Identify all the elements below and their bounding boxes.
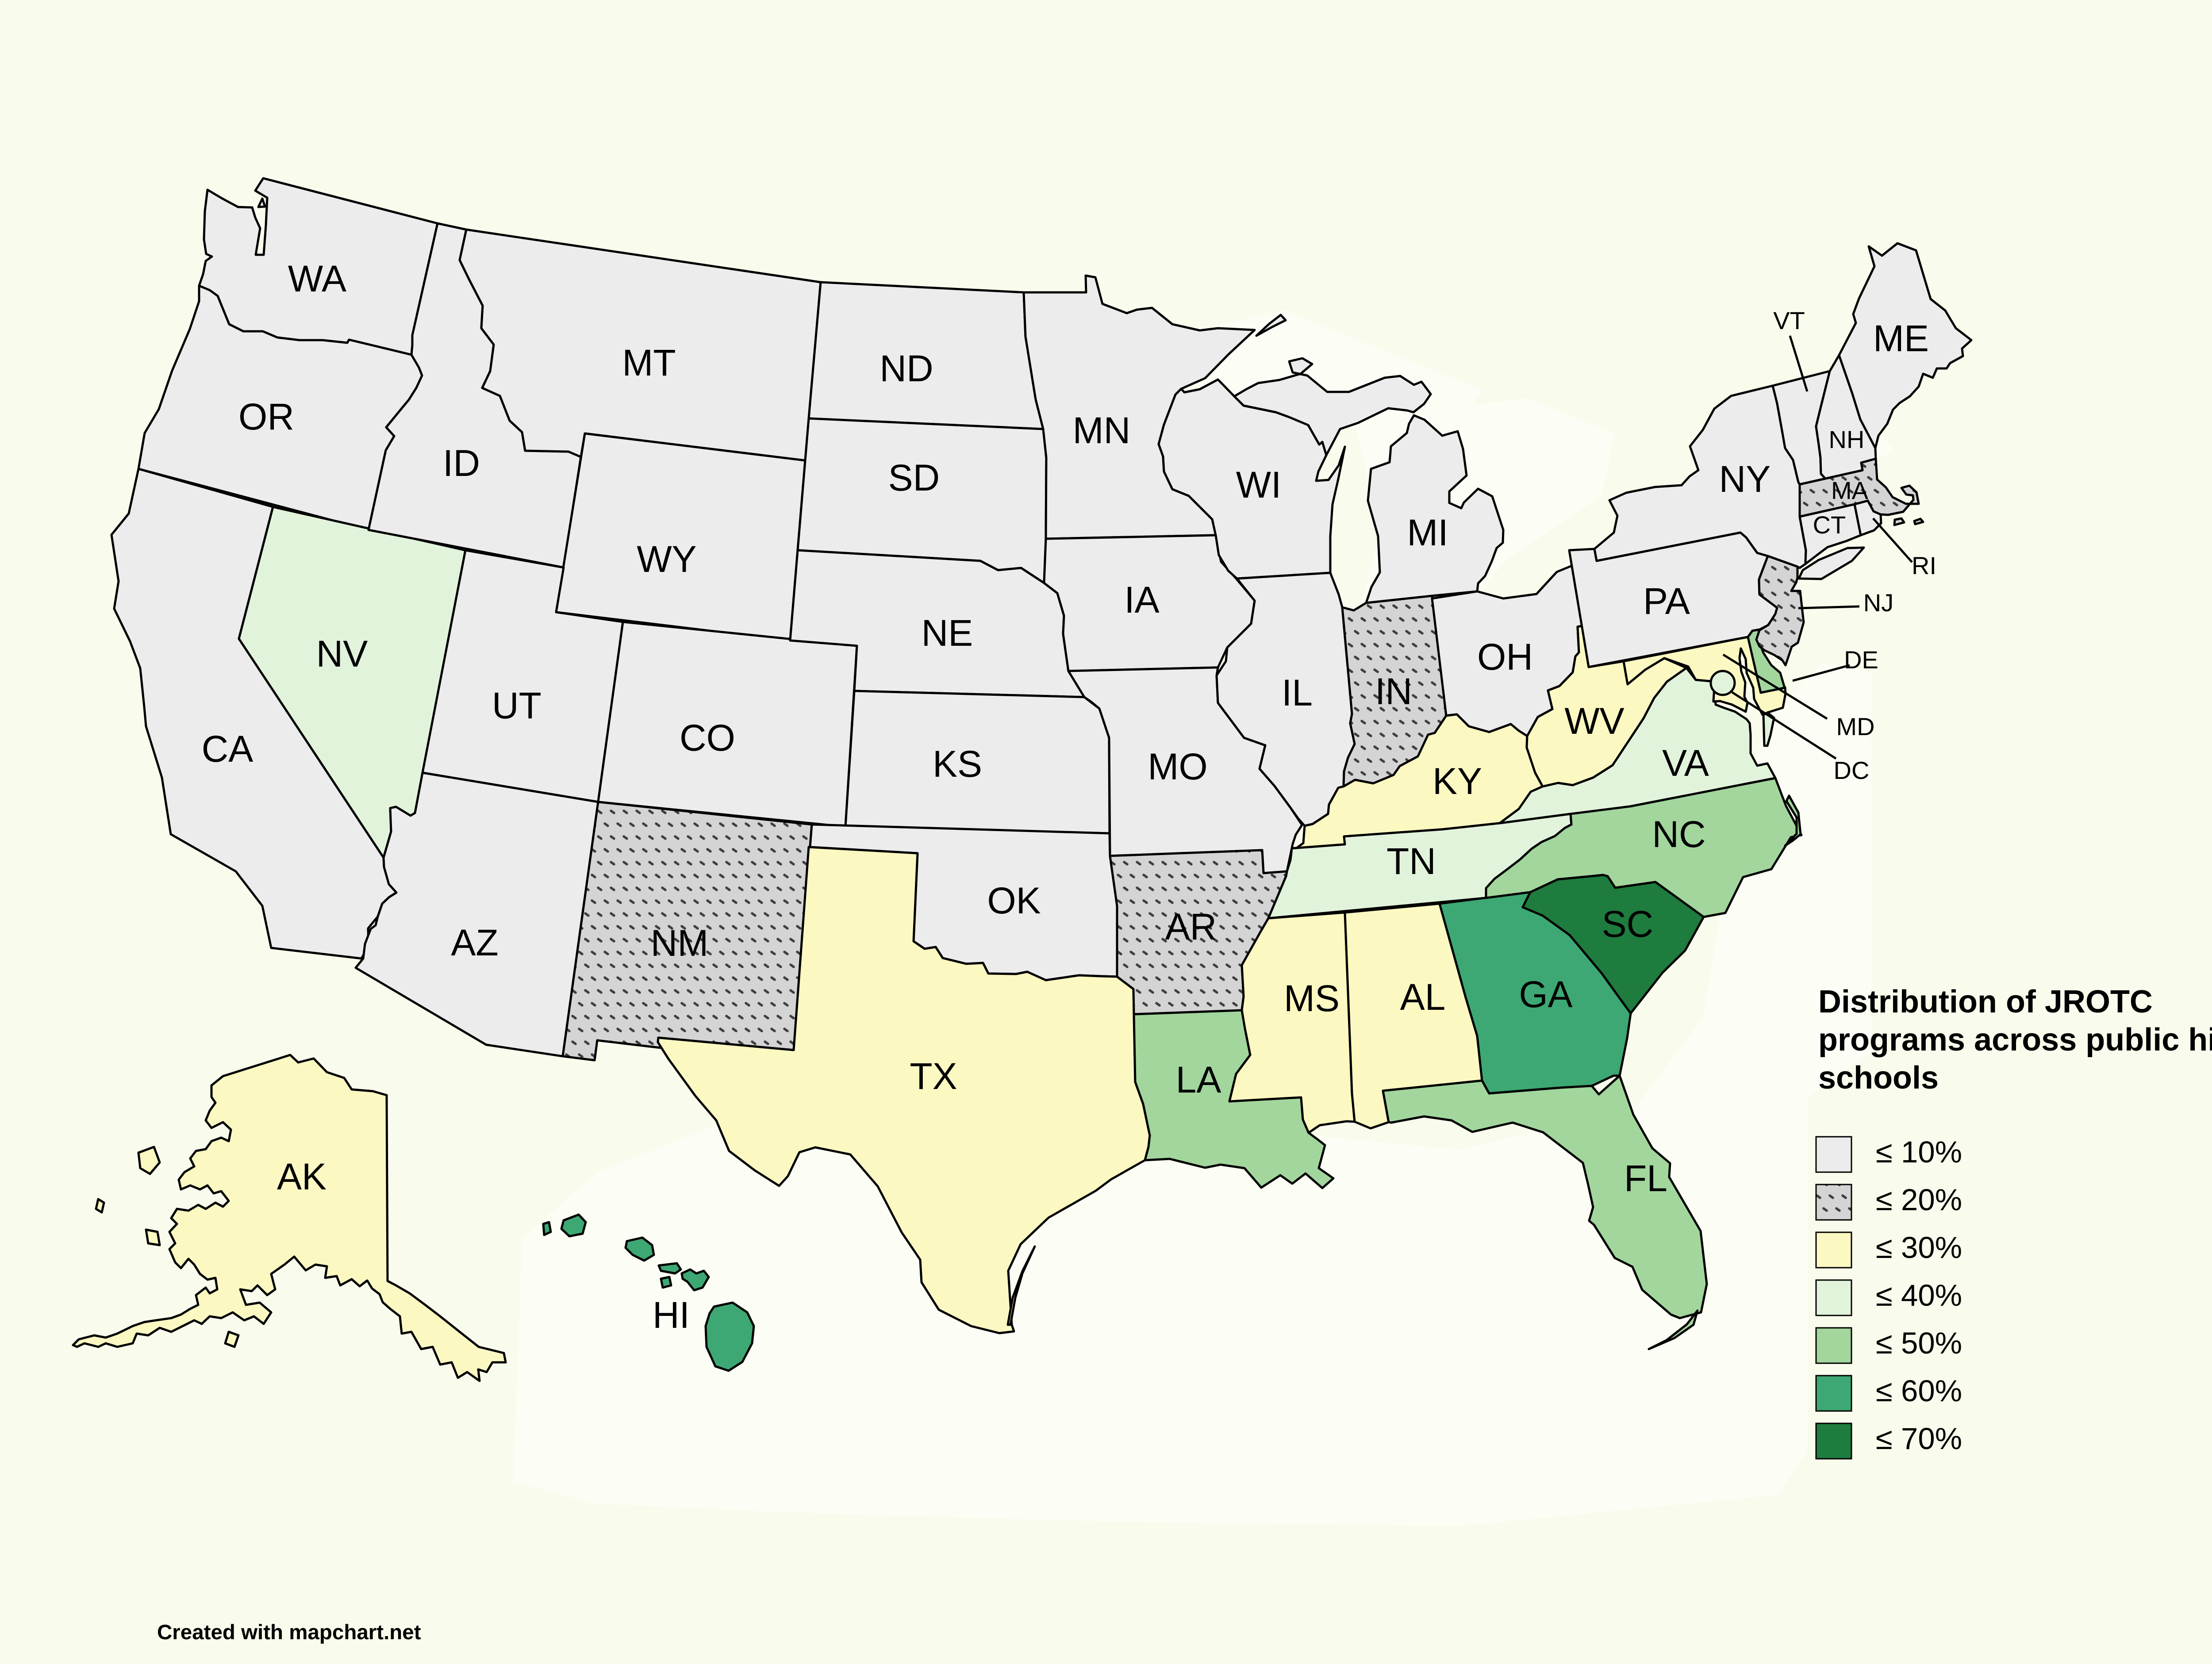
svg-text:IN: IN bbox=[1375, 671, 1412, 712]
svg-text:VT: VT bbox=[1773, 307, 1805, 334]
svg-text:KS: KS bbox=[933, 743, 982, 785]
svg-text:WA: WA bbox=[288, 258, 346, 299]
svg-text:NV: NV bbox=[316, 633, 368, 675]
svg-text:WY: WY bbox=[637, 538, 696, 580]
svg-text:≤ 30%: ≤ 30% bbox=[1876, 1231, 1962, 1265]
svg-text:SD: SD bbox=[888, 457, 940, 498]
svg-text:AR: AR bbox=[1165, 906, 1217, 947]
svg-text:MI: MI bbox=[1407, 512, 1448, 553]
svg-text:AL: AL bbox=[1400, 976, 1446, 1018]
svg-text:WI: WI bbox=[1236, 464, 1282, 506]
svg-text:≤ 10%: ≤ 10% bbox=[1876, 1135, 1962, 1169]
svg-text:programs across public high: programs across public high bbox=[1818, 1022, 2212, 1058]
svg-text:PA: PA bbox=[1643, 580, 1690, 622]
svg-text:FL: FL bbox=[1624, 1158, 1667, 1199]
svg-text:≤ 60%: ≤ 60% bbox=[1876, 1374, 1962, 1408]
svg-text:Created with mapchart.net: Created with mapchart.net bbox=[157, 1621, 421, 1644]
svg-text:MN: MN bbox=[1073, 410, 1131, 451]
svg-text:CT: CT bbox=[1813, 511, 1846, 539]
svg-text:LA: LA bbox=[1176, 1059, 1221, 1100]
svg-text:RI: RI bbox=[1912, 552, 1936, 579]
svg-text:NH: NH bbox=[1829, 426, 1865, 453]
svg-text:AK: AK bbox=[277, 1156, 326, 1197]
svg-text:TX: TX bbox=[910, 1055, 957, 1097]
svg-text:Distribution of JROTC: Distribution of JROTC bbox=[1818, 984, 2153, 1020]
svg-text:CA: CA bbox=[202, 728, 253, 770]
svg-text:NC: NC bbox=[1652, 813, 1705, 855]
svg-text:OR: OR bbox=[238, 396, 294, 437]
svg-text:NJ: NJ bbox=[1863, 589, 1893, 617]
svg-text:HI: HI bbox=[653, 1294, 690, 1336]
svg-text:NY: NY bbox=[1719, 458, 1771, 500]
svg-text:MO: MO bbox=[1148, 746, 1207, 787]
svg-text:MD: MD bbox=[1836, 713, 1874, 740]
svg-text:≤ 70%: ≤ 70% bbox=[1876, 1422, 1962, 1456]
svg-text:WV: WV bbox=[1564, 700, 1624, 742]
svg-text:MS: MS bbox=[1284, 978, 1340, 1019]
svg-text:IA: IA bbox=[1124, 579, 1159, 621]
svg-text:VA: VA bbox=[1662, 742, 1709, 784]
svg-text:ID: ID bbox=[443, 442, 480, 484]
svg-text:NE: NE bbox=[922, 612, 973, 654]
svg-text:KY: KY bbox=[1432, 760, 1482, 802]
svg-text:OH: OH bbox=[1477, 636, 1533, 678]
svg-text:≤ 40%: ≤ 40% bbox=[1876, 1278, 1962, 1312]
svg-text:SC: SC bbox=[1602, 903, 1654, 945]
svg-text:IL: IL bbox=[1282, 672, 1313, 713]
svg-text:DE: DE bbox=[1844, 646, 1878, 674]
svg-text:GA: GA bbox=[1519, 974, 1572, 1015]
svg-text:ME: ME bbox=[1873, 318, 1929, 359]
svg-text:UT: UT bbox=[492, 685, 541, 726]
svg-text:NM: NM bbox=[651, 922, 709, 964]
svg-text:OK: OK bbox=[987, 880, 1041, 921]
svg-text:TN: TN bbox=[1386, 840, 1436, 882]
svg-text:CO: CO bbox=[680, 717, 735, 759]
svg-text:DC: DC bbox=[1834, 756, 1870, 784]
svg-text:ND: ND bbox=[879, 348, 933, 389]
svg-text:≤ 50%: ≤ 50% bbox=[1876, 1326, 1962, 1360]
svg-text:schools: schools bbox=[1818, 1060, 1939, 1096]
svg-text:≤ 20%: ≤ 20% bbox=[1876, 1183, 1962, 1217]
svg-text:MT: MT bbox=[622, 342, 676, 383]
svg-text:MA: MA bbox=[1831, 476, 1869, 504]
svg-text:AZ: AZ bbox=[451, 922, 498, 963]
